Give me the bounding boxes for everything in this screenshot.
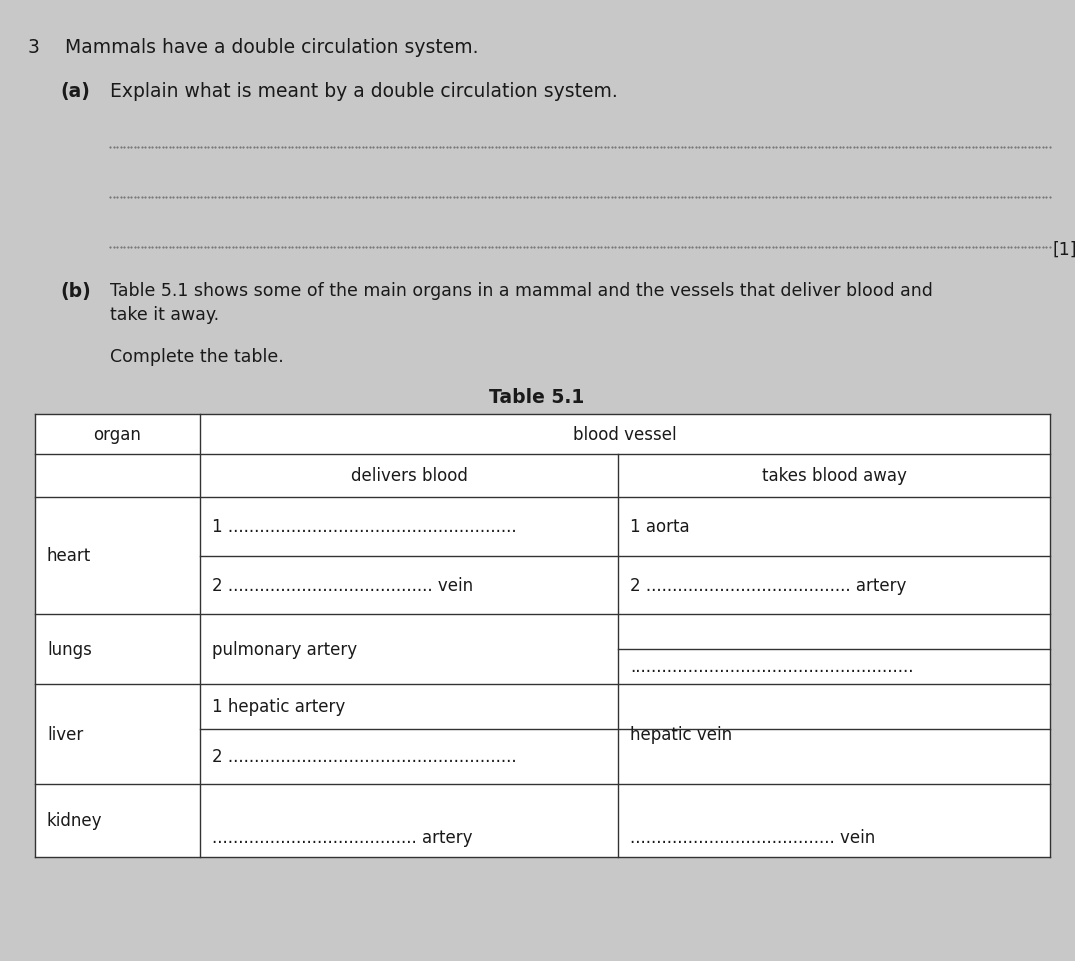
Text: Explain what is meant by a double circulation system.: Explain what is meant by a double circul… [110, 82, 618, 101]
Text: takes blood away: takes blood away [761, 467, 906, 485]
Text: 1 aorta: 1 aorta [630, 518, 690, 535]
Text: 2 .......................................................: 2 ......................................… [212, 748, 517, 766]
Text: hepatic vein: hepatic vein [630, 726, 732, 743]
Text: ....................................... vein: ....................................... … [630, 827, 875, 846]
Text: heart: heart [47, 547, 91, 565]
Text: blood vessel: blood vessel [573, 426, 677, 444]
Text: liver: liver [47, 726, 83, 743]
Text: Complete the table.: Complete the table. [110, 348, 284, 365]
Text: 2 ....................................... artery: 2 ......................................… [630, 577, 906, 594]
Bar [35, 414, 1050, 857]
Text: pulmonary artery: pulmonary artery [212, 640, 357, 658]
Text: Table 5.1: Table 5.1 [489, 387, 585, 407]
Text: (a): (a) [60, 82, 90, 101]
Text: kidney: kidney [47, 812, 102, 829]
Text: (b): (b) [60, 282, 90, 301]
Text: 1 .......................................................: 1 ......................................… [212, 518, 517, 535]
Text: 3: 3 [28, 38, 40, 57]
Text: organ: organ [94, 426, 142, 444]
Text: Table 5.1 shows some of the main organs in a mammal and the vessels that deliver: Table 5.1 shows some of the main organs … [110, 282, 933, 300]
Text: 2 ....................................... vein: 2 ......................................… [212, 577, 473, 594]
Text: Mammals have a double circulation system.: Mammals have a double circulation system… [64, 38, 478, 57]
Text: 1 hepatic artery: 1 hepatic artery [212, 698, 345, 716]
Text: lungs: lungs [47, 640, 91, 658]
Text: take it away.: take it away. [110, 306, 219, 324]
Text: [1]: [1] [1054, 241, 1075, 259]
Text: delivers blood: delivers blood [350, 467, 468, 485]
Text: ....................................... artery: ....................................... … [212, 827, 473, 846]
Text: ......................................................: ........................................… [630, 658, 914, 676]
